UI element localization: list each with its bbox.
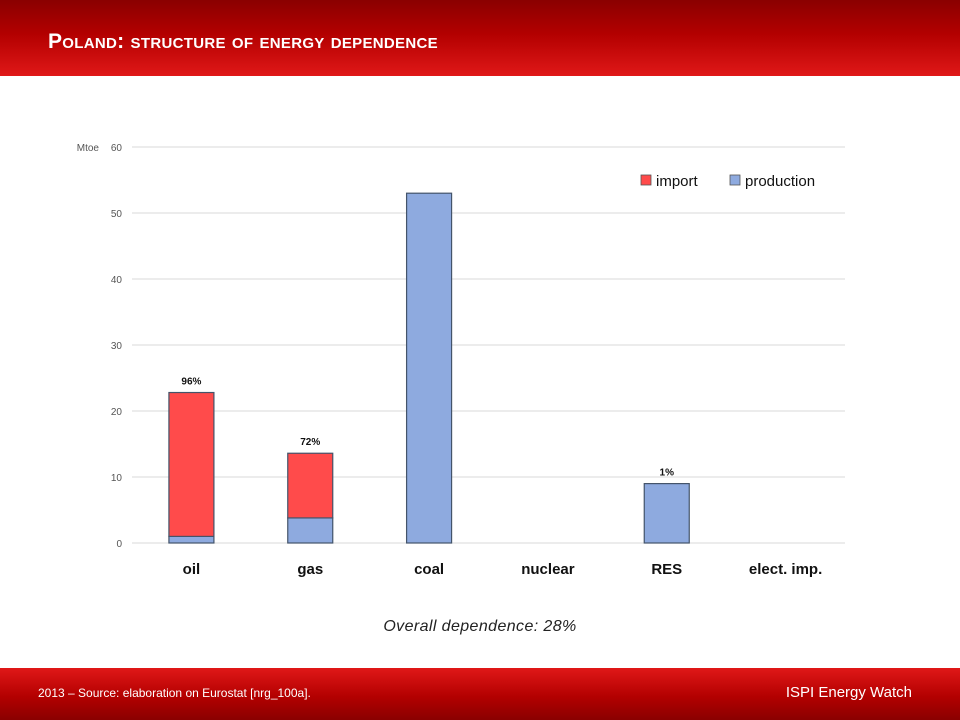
y-axis-unit-label: Mtoe (77, 143, 100, 154)
bar-production-res (643, 483, 690, 544)
category-label: RES (651, 561, 682, 578)
legend-swatch-production (729, 174, 741, 186)
bar-production-oil (168, 535, 215, 544)
y-tick-label: 30 (111, 341, 123, 352)
bar-production-coal (405, 192, 453, 544)
source-note: 2013 – Source: elaboration on Eurostat [… (38, 686, 311, 700)
footer-bar (0, 668, 960, 720)
overall-dependence-caption: Overall dependence: 28% (383, 618, 577, 635)
category-label: elect. imp. (749, 561, 822, 578)
bar-production-gas (287, 517, 334, 544)
bar-import-gas (287, 452, 334, 519)
category-label: gas (297, 561, 323, 578)
category-label: coal (414, 561, 444, 578)
category-label: oil (183, 561, 201, 578)
data-label: 1% (660, 468, 675, 479)
y-tick-label: 10 (111, 473, 123, 484)
category-label: nuclear (521, 561, 575, 578)
legend-label-import: import (656, 173, 699, 190)
category-labels: oil gas coal nuclear RES elect. imp. (183, 561, 823, 578)
gridlines (132, 146, 845, 544)
data-labels: 96% 72% 1% (181, 377, 674, 479)
legend: import production (640, 173, 815, 190)
y-tick-label: 0 (116, 539, 122, 550)
y-tick-label: 50 (111, 209, 123, 220)
data-label: 72% (300, 437, 320, 448)
header-bar (0, 0, 960, 76)
y-axis-ticks: 0 10 20 30 40 50 60 (111, 143, 123, 550)
y-tick-label: 40 (111, 275, 123, 286)
y-tick-label: 60 (111, 143, 123, 154)
brand-label: ISPI Energy Watch (785, 684, 912, 701)
y-tick-label: 20 (111, 407, 123, 418)
slide-title: Poland: structure of energy dependence (48, 30, 438, 53)
legend-swatch-import (640, 174, 652, 186)
data-label: 96% (181, 377, 201, 388)
bars (168, 192, 690, 544)
stacked-bar-chart: 0 10 20 30 40 50 60 Mtoe 96% 72% 1% oil gas coal nu… (77, 143, 845, 578)
bar-import-oil (168, 391, 215, 537)
legend-label-production: production (745, 173, 815, 190)
